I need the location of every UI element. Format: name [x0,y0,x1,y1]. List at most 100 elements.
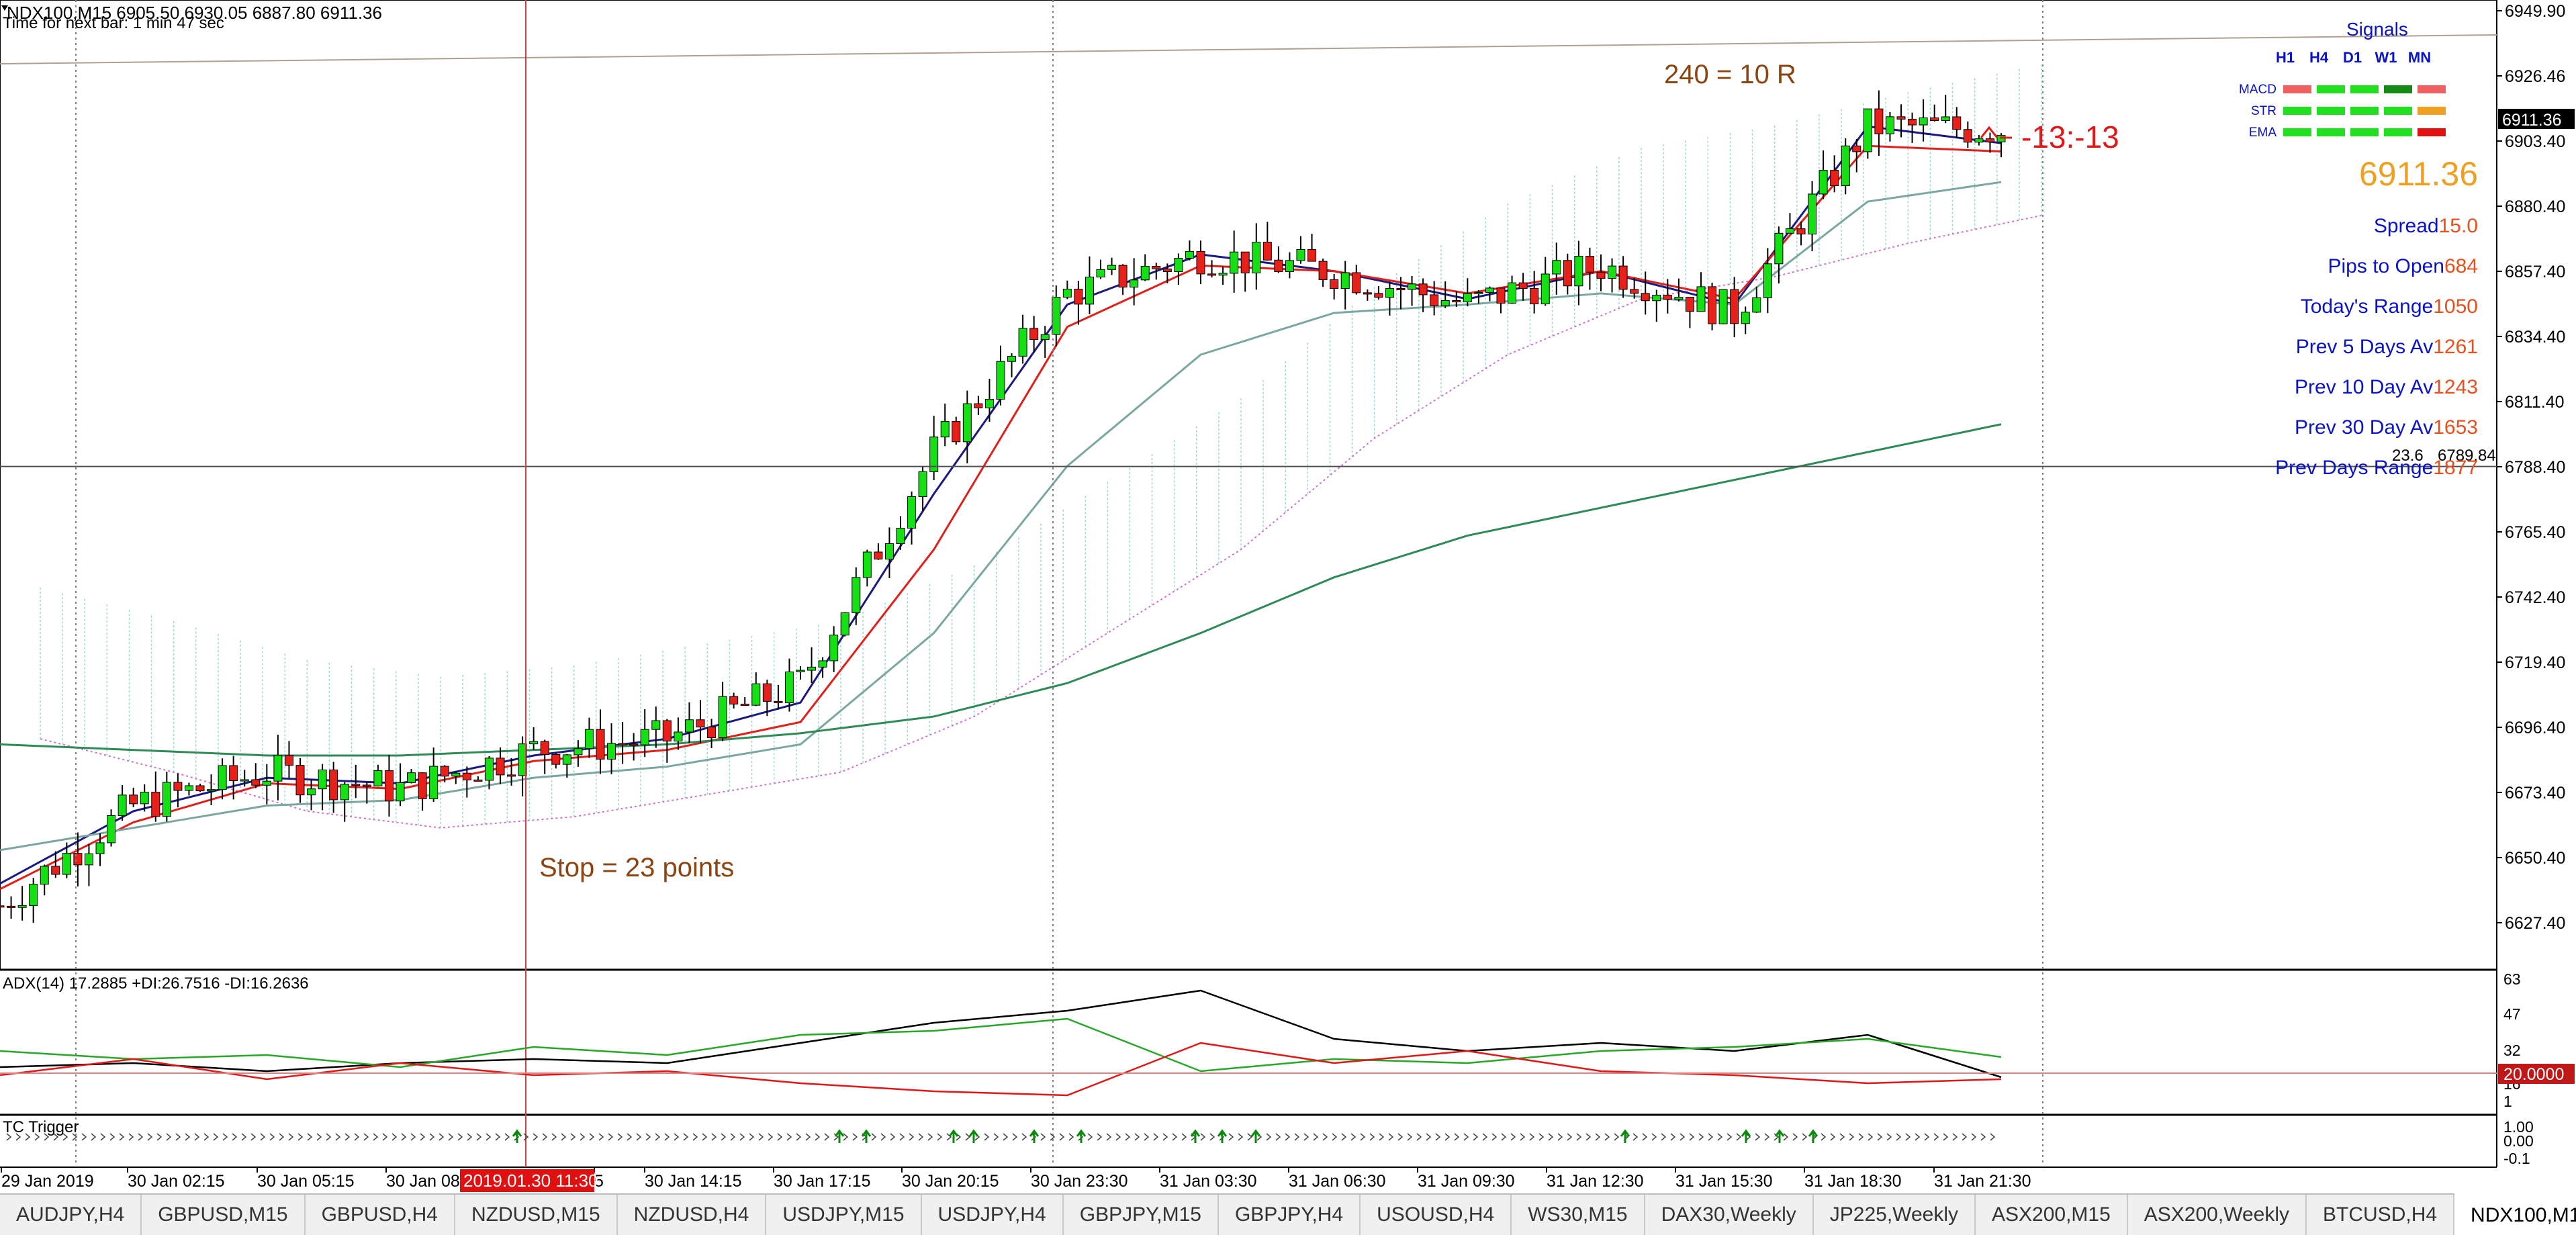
tc-mark [1510,1133,1516,1141]
candle-body [1930,117,1939,121]
chart-tab[interactable]: NDX100,M15 [2454,1193,2576,1235]
chart-tab[interactable]: GBPJPY,M15 [1064,1195,1219,1235]
tc-mark [1219,1133,1225,1141]
candle-body [195,785,205,792]
tc-mark [984,1133,990,1141]
tc-mark [1303,1133,1309,1141]
tc-mark [486,1133,492,1141]
candle-body [351,784,361,786]
candle-body [1330,279,1339,289]
chart-tab[interactable]: USDJPY,H4 [922,1195,1064,1235]
dropdown-triangle-icon[interactable] [1,5,8,11]
chart-tab[interactable]: GBPUSD,H4 [306,1195,455,1235]
chart-tab[interactable]: GBPJPY,H4 [1219,1195,1361,1235]
candle-body [1874,108,1884,134]
chart-tab[interactable]: BTCUSD,H4 [2307,1195,2455,1235]
candle-body [596,729,605,760]
candle-body [184,785,193,791]
adx-level-badge-bg [2498,1064,2575,1084]
tc-up-arrow-icon [1029,1129,1040,1143]
candle-body [407,772,416,783]
candle-body [1496,287,1506,304]
candle-body [1230,251,1239,274]
candle-body [107,815,116,843]
time-label: 30 Jan 14:15 [645,1172,742,1191]
chart-tab[interactable]: ASX200,M15 [1976,1195,2128,1235]
tc-mark [1426,1133,1432,1141]
resistance-trendline[interactable] [0,34,2497,64]
candle-body [73,853,83,866]
candle-body [1663,294,1672,300]
candle-body [529,741,539,745]
candle-body [1363,292,1372,295]
tc-mark [721,1133,727,1141]
candle-body [1418,283,1428,295]
tc-up-arrow-icon [1620,1129,1630,1143]
tc-mark [1209,1133,1215,1141]
tc-mark [1538,1133,1545,1141]
tc-mark [815,1133,821,1141]
tc-mark [1238,1133,1244,1141]
chart-tab[interactable]: DAX30,Weekly [1645,1195,1814,1235]
candle-body [774,700,783,704]
time-label: 31 Jan 21:30 [1934,1172,2031,1191]
signals-widget: Signals H1 H4 D1 W1 MN MACD STR EMA [2216,19,2471,140]
chart-tab[interactable]: AUDJPY,H4 [0,1195,142,1235]
signal-timeframe-d1: D1 [2342,49,2362,66]
info-line: Today's Range1050 [2301,295,2478,318]
current-price-badge: 6911.36 [2502,111,2562,130]
candle-body [1285,260,1294,272]
symbol-header: NDX100,M15 6905.50 6930.05 6887.80 6911.… [7,3,382,23]
candle-body [1463,293,1472,303]
chart-tab[interactable]: USOUSD,H4 [1361,1195,1512,1235]
candle-body [1385,288,1394,298]
big-price: 6911.36 [2358,155,2478,193]
chart-tab[interactable]: USDJPY,M15 [766,1195,922,1235]
tc-mark [1463,1133,1469,1141]
chart-tab[interactable]: GBPUSD,M15 [142,1195,306,1235]
price-label: 6926.46 [2505,67,2565,86]
chart-tab[interactable]: ASX200,Weekly [2128,1195,2307,1235]
price-chart[interactable]: NDX100,M15 6905.50 6930.05 6887.80 6911.… [0,0,2576,1193]
candle-body [1274,259,1283,272]
candle-body [140,792,149,805]
candle-body [473,779,483,782]
tc-mark [927,1133,933,1141]
tc-mark [852,1133,858,1141]
adx-level-badge: 20.0000 [2503,1065,2564,1084]
candle-body [573,748,583,756]
tc-mark [645,1133,651,1141]
chart-tab[interactable]: JP225,Weekly [1814,1195,1976,1235]
candle-body [1830,170,1839,186]
tc-mark [288,1133,294,1141]
candle-body [852,577,861,613]
candle-body [29,884,38,906]
tc-mark [1585,1133,1592,1141]
candle-body [718,696,727,738]
chart-tab[interactable]: NZDUSD,M15 [455,1195,618,1235]
tc-mark [1097,1133,1103,1141]
chart-tab[interactable]: WS30,M15 [1512,1195,1645,1235]
candle-body [1841,145,1850,186]
tc-mark [1153,1133,1159,1141]
chart-tab[interactable]: NZDUSD,H4 [618,1195,767,1235]
current-price-badge-bg [2498,109,2575,129]
time-label: 31 Jan 18:30 [1804,1172,1902,1191]
candle-body [1485,287,1494,293]
tc-mark [1661,1133,1667,1141]
signal-timeframe-h4: H4 [2309,49,2329,66]
tc-up-arrow-icon [861,1129,872,1143]
tc-mark [1200,1133,1206,1141]
info-value: 1243 [2433,376,2478,398]
tc-mark [297,1133,304,1141]
candle-body [1452,300,1461,303]
candle-body [1062,289,1072,298]
candle-body [929,437,939,472]
info-value: 684 [2444,255,2478,277]
info-value: 1050 [2433,295,2478,318]
candle-body [1863,108,1872,152]
tc-mark [1520,1133,1526,1141]
tc-mark [1727,1133,1733,1141]
tc-mark [909,1133,915,1141]
tc-up-arrow-icon [1076,1129,1087,1143]
